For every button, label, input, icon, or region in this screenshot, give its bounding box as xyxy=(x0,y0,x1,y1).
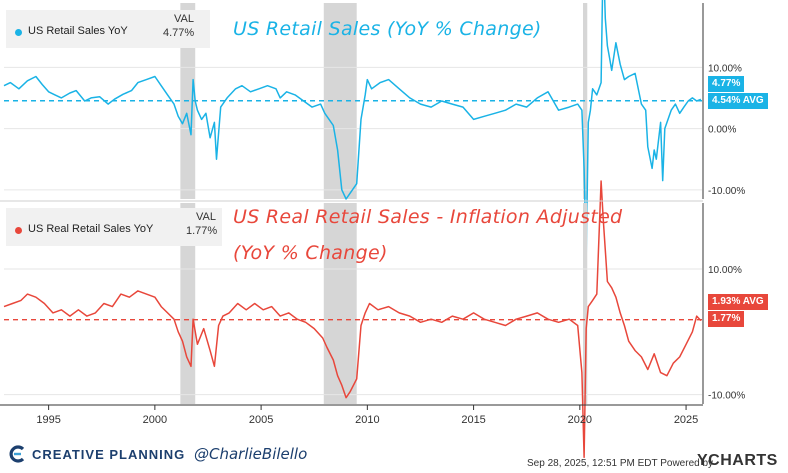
footer-timestamp: Sep 28, 2025, 12:51 PM EDT Powered by xyxy=(527,458,714,469)
x-tick-label-1995: 1995 xyxy=(36,414,60,426)
footer-brand: CREATIVE PLANNING xyxy=(32,447,186,462)
bottom-legend-label: US Real Retail Sales YoY xyxy=(28,223,154,235)
bottom-y-tick-label-0: 10.00% xyxy=(708,265,742,276)
top-y-tick-label-2: -10.00% xyxy=(708,186,745,197)
bottom-chart-title-line2: (YoY % Change) xyxy=(233,242,388,264)
x-tick-label-2010: 2010 xyxy=(355,414,379,426)
top-legend: US Retail Sales YoY VAL 4.77% xyxy=(6,10,210,48)
bottom-val-header: VAL xyxy=(196,211,216,223)
bottom-y-tick-label-1: -10.00% xyxy=(708,391,745,402)
bottom-value-tag: 1.77% xyxy=(708,311,745,327)
bottom-avg-tag: 1.93% AVG xyxy=(708,294,768,310)
bottom-series-line xyxy=(3,180,702,459)
bottom-recession-band-2 xyxy=(583,203,588,404)
x-tick-label-2015: 2015 xyxy=(461,414,485,426)
bottom-chart-title-line1: US Real Retail Sales - Inflation Adjuste… xyxy=(233,206,623,228)
top-series-line xyxy=(3,0,702,258)
top-value-tag: 4.77% xyxy=(708,76,745,92)
bottom-recession-band-1 xyxy=(323,203,357,404)
top-y-tick-label-1: 0.00% xyxy=(708,125,736,136)
top-val-header: VAL xyxy=(174,13,194,25)
bottom-val-value: 1.77% xyxy=(186,225,218,237)
x-tick-label-2025: 2025 xyxy=(674,414,698,426)
footer-provider: YCHARTS xyxy=(697,452,778,469)
bottom-legend-dot xyxy=(15,227,22,234)
top-avg-tag: 4.54% AVG xyxy=(708,93,768,109)
top-chart-title: US Retail Sales (YoY % Change) xyxy=(233,18,542,40)
x-tick-label-2005: 2005 xyxy=(249,414,273,426)
top-legend-label: US Retail Sales YoY xyxy=(28,25,128,37)
footer-handle: @CharlieBilello xyxy=(194,445,308,463)
top-recession-band-2 xyxy=(583,3,588,199)
x-tick-label-2020: 2020 xyxy=(568,414,592,426)
top-y-tick-label-0: 10.00% xyxy=(708,63,742,74)
x-tick-label-2000: 2000 xyxy=(143,414,167,426)
top-val-value: 4.77% xyxy=(163,27,195,39)
top-legend-dot xyxy=(15,29,22,36)
bottom-legend: US Real Retail Sales YoY VAL 1.77% xyxy=(6,208,222,246)
creative-planning-logo-icon xyxy=(9,445,25,463)
